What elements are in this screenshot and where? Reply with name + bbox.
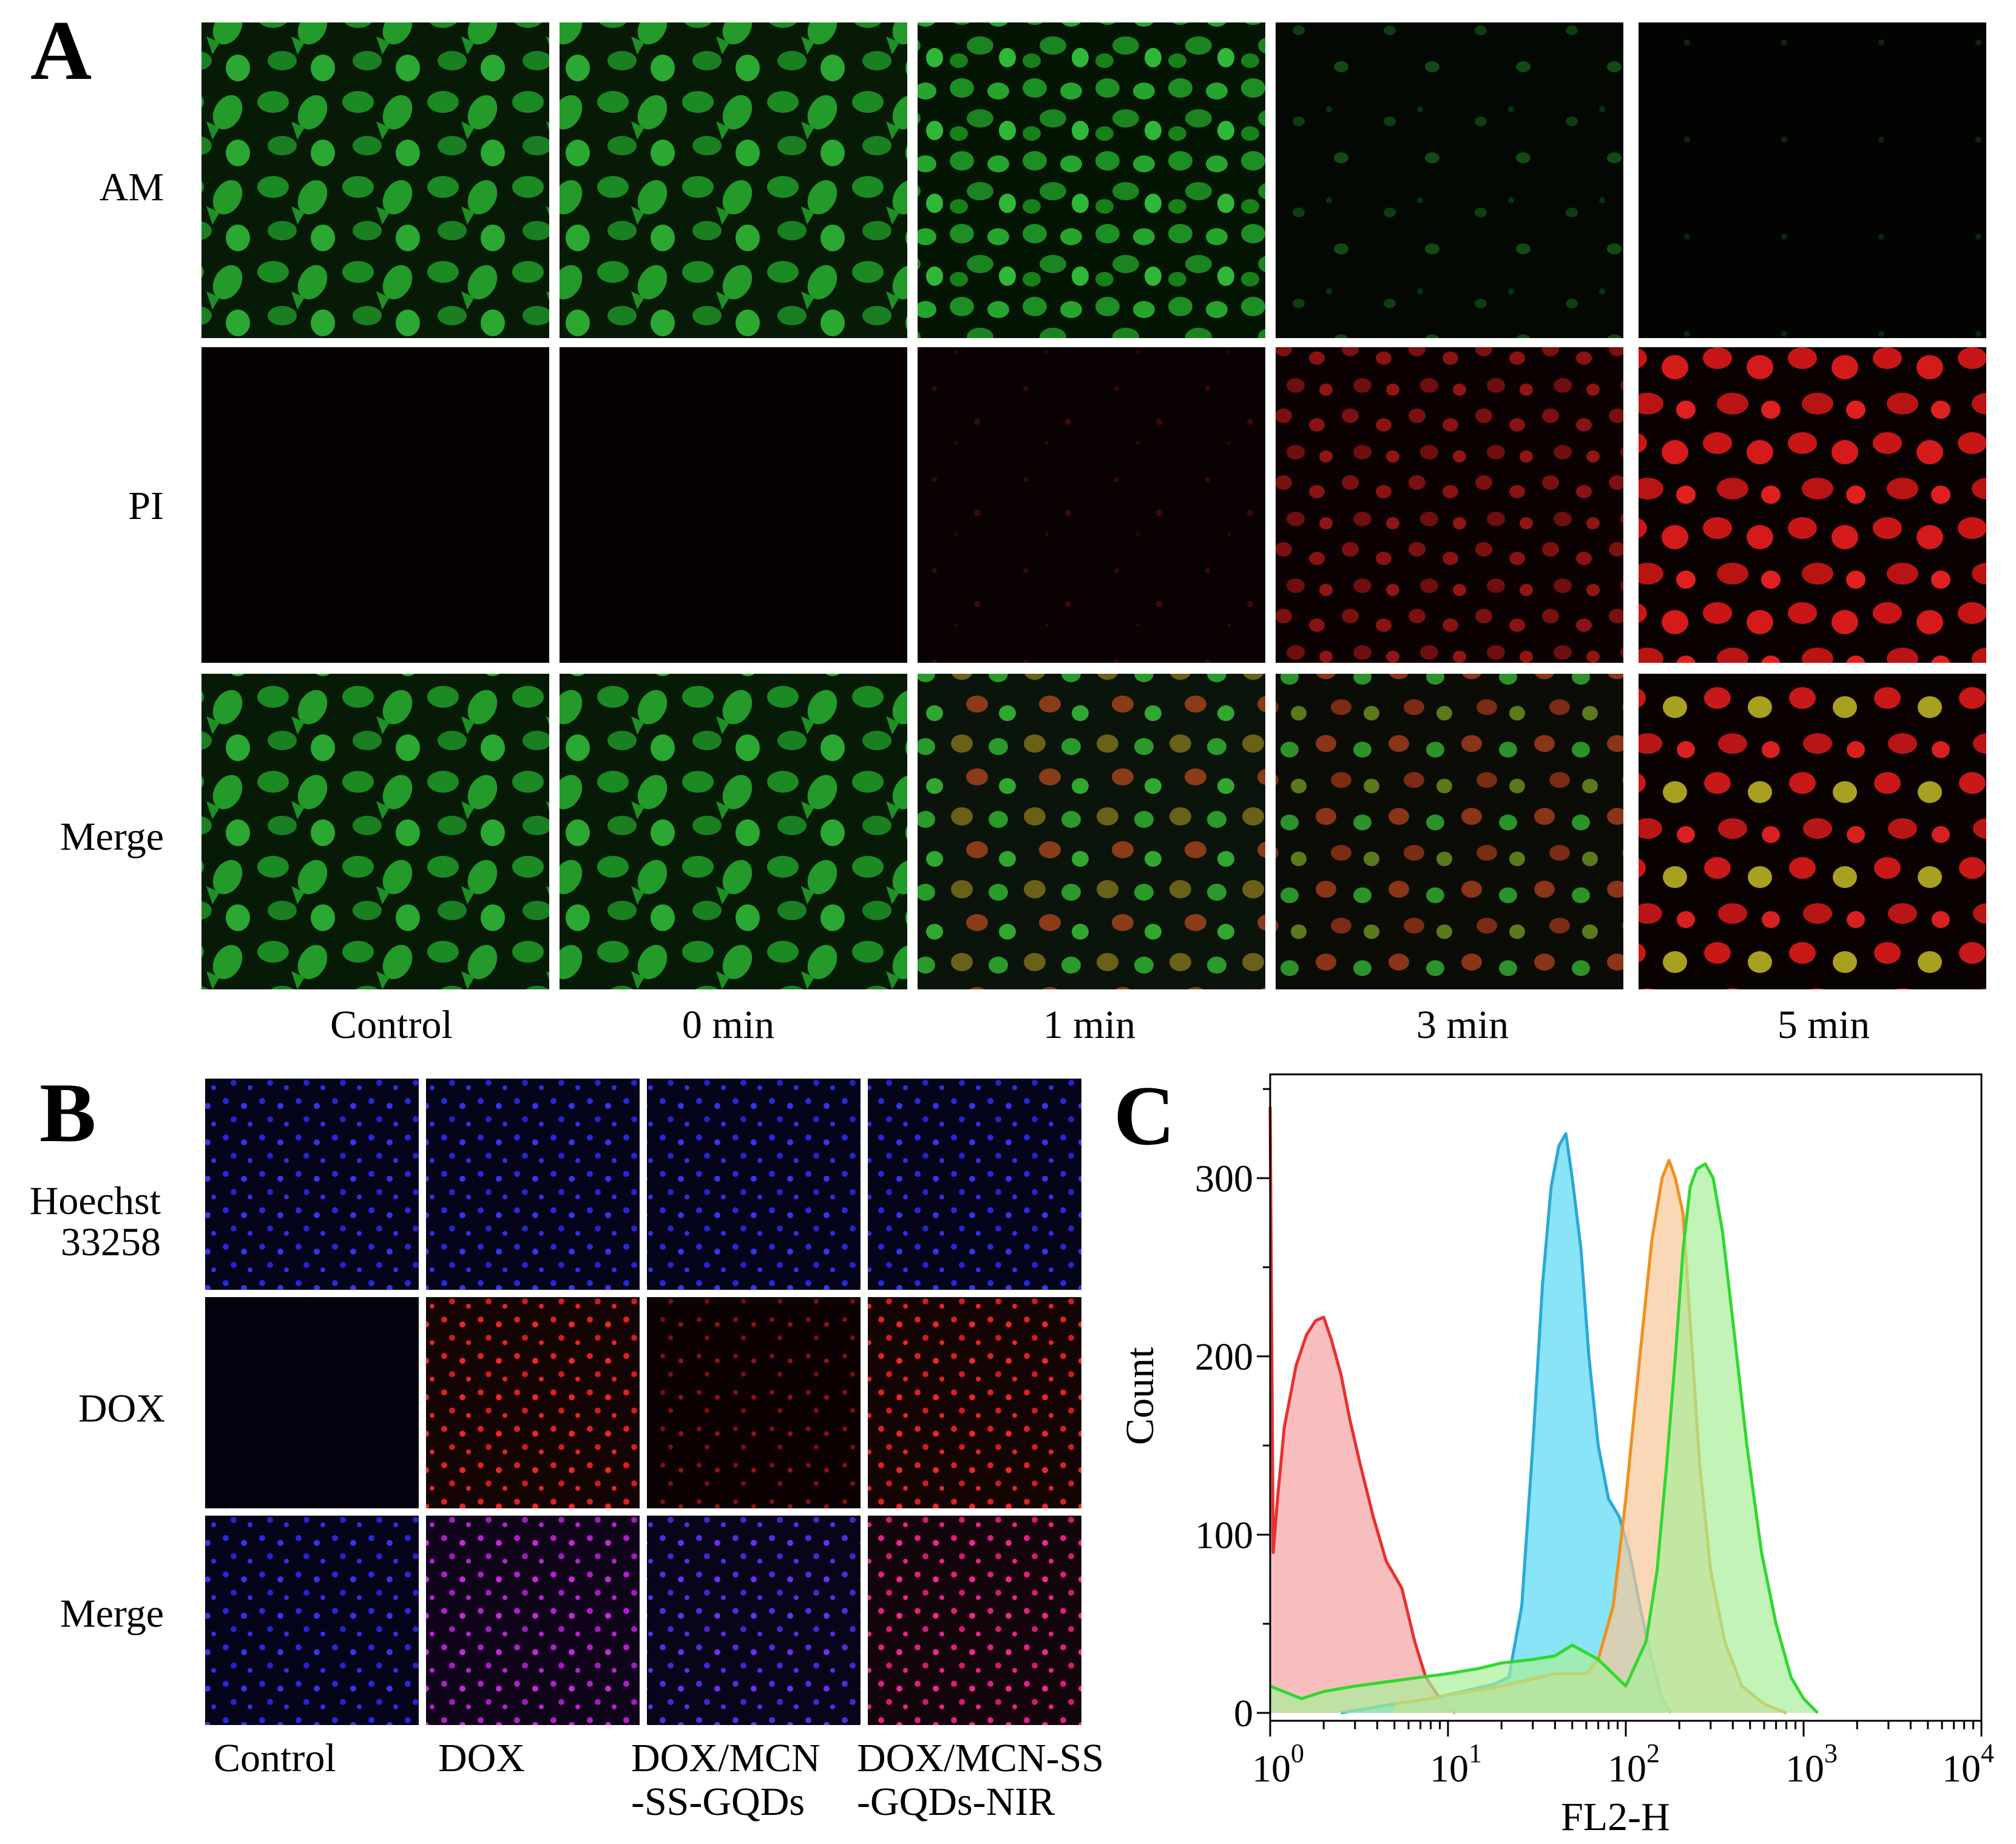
panel-a-row-label: Merge xyxy=(60,815,164,859)
micrograph-pi-5min xyxy=(1639,347,1986,663)
micrograph-hoechst-dox-mcn-ss-gqds-nir xyxy=(868,1079,1081,1290)
micrograph-pi-control xyxy=(201,347,549,663)
x-axis: 100 101 102 103 104 xyxy=(1252,1721,1994,1790)
panel-b-row-label: DOX xyxy=(78,1386,165,1431)
panel-b-col-label: DOX/MCN xyxy=(631,1736,820,1780)
micrograph-am-5min xyxy=(1639,22,1986,338)
micrograph-merge-3min xyxy=(1276,674,1623,989)
micrograph-merge-1min xyxy=(918,674,1265,989)
y-tick-label: 300 xyxy=(1195,1157,1253,1200)
micrograph-merge-control xyxy=(201,674,549,989)
micrograph-hoechst-control xyxy=(205,1079,419,1290)
micrograph-am-1min xyxy=(918,22,1265,338)
micrograph-merge-5min xyxy=(1639,674,1986,989)
micrograph-merge-b-dox-mcn-ss-gqds-nir xyxy=(868,1516,1081,1725)
panel-b-col-label: Control xyxy=(214,1736,336,1780)
x-tick-label: 100 xyxy=(1252,1738,1304,1790)
panel-b-row-label: 33258 xyxy=(61,1220,161,1264)
x-tick-label: 102 xyxy=(1608,1738,1660,1790)
panel-a-col-label: Control xyxy=(330,1003,453,1047)
panel-b-col-label: DOX/MCN-SS xyxy=(857,1736,1104,1780)
panel-a-row-label: PI xyxy=(128,484,164,528)
series-layer xyxy=(1268,1107,1819,1715)
y-axis: 0 100 200 300 xyxy=(1195,1088,1270,1735)
micrograph-am-control xyxy=(201,22,549,338)
micrograph-merge-0min xyxy=(560,674,907,989)
x-tick-label: 101 xyxy=(1430,1738,1482,1790)
micrograph-dox-dox xyxy=(426,1297,640,1508)
micrograph-dox-dox-mcn-ss-gqds xyxy=(647,1297,861,1508)
series-0-area xyxy=(1270,1107,1456,1713)
panel-a-col-label: 1 min xyxy=(1043,1003,1135,1047)
panel-c-letter: C xyxy=(1114,1069,1175,1163)
x-axis-title: FL2-H xyxy=(1561,1795,1670,1839)
panel-b-row-label: Merge xyxy=(60,1591,164,1636)
panel-b-col-label: DOX xyxy=(438,1736,525,1780)
panel-a-col-label: 5 min xyxy=(1778,1003,1870,1047)
micrograph-merge-b-dox-mcn-ss-gqds xyxy=(647,1516,861,1725)
micrograph-pi-0min xyxy=(560,347,907,663)
micrograph-hoechst-dox-mcn-ss-gqds xyxy=(647,1079,861,1290)
series-3-line xyxy=(1270,1162,1819,1714)
y-axis-title: Count xyxy=(1118,1347,1162,1445)
panel-a-letter: A xyxy=(30,4,92,98)
micrograph-am-0min xyxy=(560,22,907,338)
panel-a-row-label: AM xyxy=(100,165,164,209)
micrograph-pi-3min xyxy=(1276,347,1623,663)
micrograph-pi-1min xyxy=(918,347,1265,663)
y-tick-label: 200 xyxy=(1195,1335,1253,1378)
panel-a-col-label: 3 min xyxy=(1416,1003,1509,1047)
panel-b-col-label: -GQDs-NIR xyxy=(857,1780,1055,1824)
panel-b-col-label: -SS-GQDs xyxy=(631,1780,805,1824)
panel-b-letter: B xyxy=(39,1066,96,1160)
y-tick-label: 100 xyxy=(1195,1513,1253,1556)
micrograph-dox-control xyxy=(205,1297,419,1508)
micrograph-am-3min xyxy=(1276,22,1623,338)
series-1-area xyxy=(1341,1133,1671,1713)
micrograph-dox-dox-mcn-ss-gqds-nir xyxy=(868,1297,1081,1508)
micrograph-hoechst-dox xyxy=(426,1079,640,1290)
panel-b-row-label: Hoechst xyxy=(30,1179,161,1223)
x-tick-label: 104 xyxy=(1942,1738,1994,1790)
x-tick-label: 103 xyxy=(1785,1738,1838,1790)
panel-a-col-label: 0 min xyxy=(682,1003,774,1047)
y-tick-label: 0 xyxy=(1234,1692,1253,1735)
micrograph-merge-b-control xyxy=(205,1516,419,1725)
micrograph-merge-b-dox xyxy=(426,1516,640,1725)
series-0-line xyxy=(1268,1107,1456,1714)
